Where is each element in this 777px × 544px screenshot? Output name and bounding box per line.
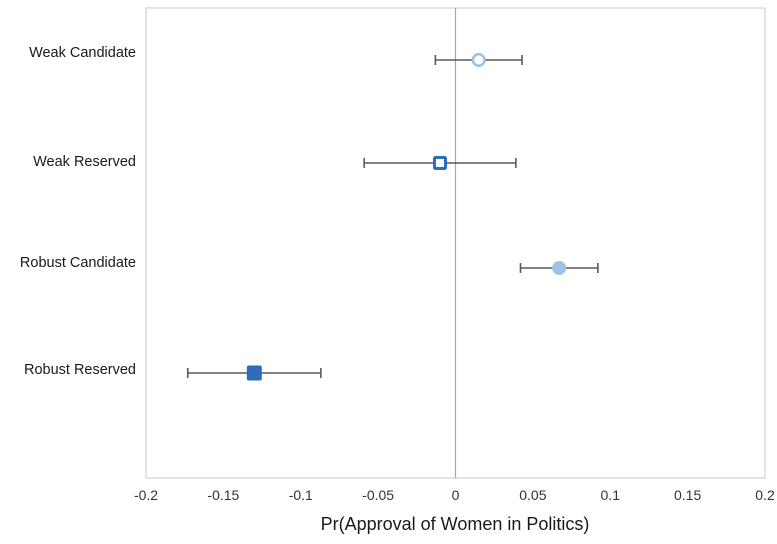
x-tick-label: -0.2: [134, 487, 158, 503]
data-points: [186, 52, 599, 381]
x-tick-label: 0.2: [755, 487, 775, 503]
x-tick-label: -0.1: [289, 487, 313, 503]
x-tick-label: 0.15: [674, 487, 701, 503]
x-tick-label: -0.05: [362, 487, 394, 503]
estimate-with-ci: [363, 156, 517, 170]
estimate-with-ci: [434, 52, 523, 68]
category-label: Weak Reserved: [33, 154, 136, 170]
category-label: Weak Candidate: [29, 45, 136, 61]
point-marker-circle-hollow: [471, 52, 486, 68]
category-label: Robust Candidate: [20, 255, 136, 271]
point-marker-square-hollow: [433, 156, 448, 170]
x-tick-label: -0.15: [207, 487, 239, 503]
category-label: Robust Reserved: [24, 362, 136, 378]
x-axis-tick-labels: -0.2 -0.15 -0.1 -0.05 0 0.05 0.1 0.15 0.2: [134, 487, 775, 503]
x-tick-label: 0: [452, 487, 460, 503]
estimate-with-ci: [519, 261, 599, 275]
x-axis-title: Pr(Approval of Women in Politics): [321, 514, 590, 534]
point-marker-circle-filled: [552, 261, 567, 275]
x-tick-label: 0.1: [601, 487, 621, 503]
estimate-with-ci: [186, 365, 322, 381]
point-marker-square-filled: [246, 365, 262, 381]
x-tick-label: 0.05: [519, 487, 546, 503]
category-labels: Weak Candidate Weak Reserved Robust Candid…: [20, 45, 136, 378]
